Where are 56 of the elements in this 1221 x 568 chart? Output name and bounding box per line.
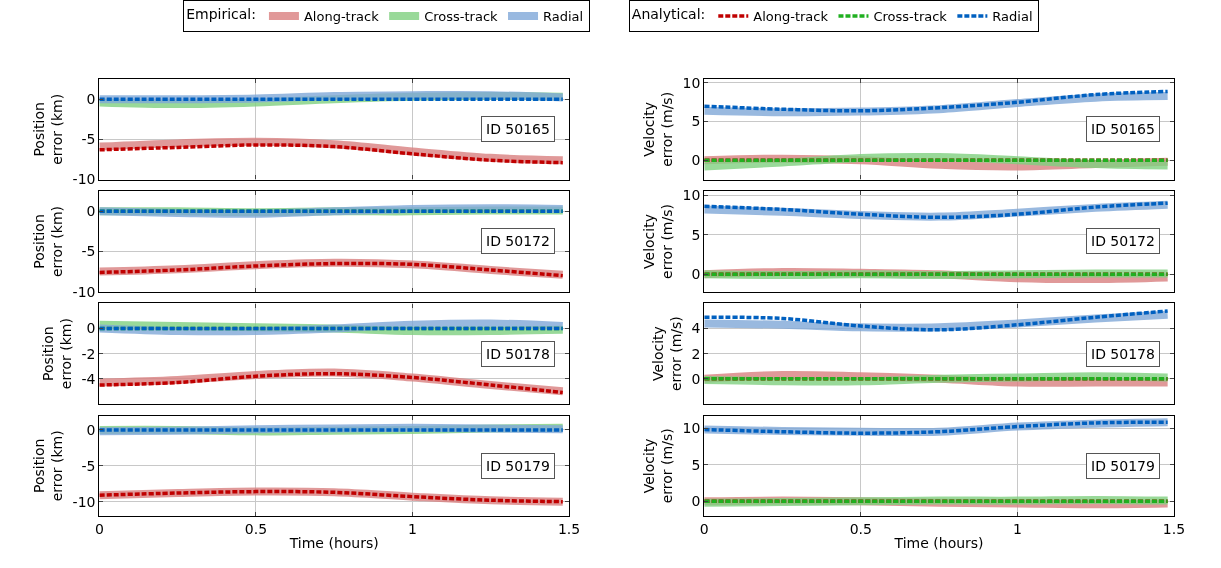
y-axis-title: Position error (km) <box>31 93 66 165</box>
x-tick-label: 1 <box>408 520 417 537</box>
legend-label: Radial <box>543 9 584 25</box>
legend-label: Along-track <box>753 9 829 25</box>
legend-title: Analytical: <box>631 6 706 23</box>
annotation: ID 50172 <box>1091 233 1155 249</box>
y-tick-label: 0 <box>86 203 96 220</box>
y-tick-label: 0 <box>86 320 96 337</box>
y-tick-label: 0 <box>86 421 96 438</box>
legend-label: Along-track <box>303 9 380 25</box>
y-tick-label: 5 <box>691 226 701 243</box>
y-tick-label: -5 <box>81 243 96 260</box>
x-tick-label: 1.5 <box>557 520 581 537</box>
y-tick-label: 4 <box>691 320 701 337</box>
legend-title: Empirical: <box>186 6 256 23</box>
y-tick-label: 2 <box>691 345 701 362</box>
y-tick-label: 0 <box>691 266 701 283</box>
x-axis-title: Time (hours) <box>893 535 984 552</box>
annotation: ID 50179 <box>486 458 550 474</box>
annotation: ID 50165 <box>486 121 550 137</box>
annotation: ID 50179 <box>1091 458 1155 474</box>
legend-label: Radial <box>992 9 1033 25</box>
y-tick-label: 0 <box>86 91 96 108</box>
y-tick-label: 10 <box>682 187 701 204</box>
y-tick-label: 10 <box>682 419 701 436</box>
annotation: ID 50165 <box>1091 121 1155 137</box>
x-tick-label: 0.5 <box>244 520 268 537</box>
annotation: ID 50172 <box>486 233 550 249</box>
y-axis-title: Position error (km) <box>31 205 66 277</box>
y-axis-title: Velocity error (m/s) <box>649 316 685 392</box>
y-tick-label: 0 <box>691 493 701 510</box>
y-tick-label: 10 <box>682 74 701 91</box>
legend-label: Cross-track <box>424 9 499 25</box>
y-axis-title: Velocity error (m/s) <box>640 91 676 167</box>
legend-label: Cross-track <box>873 9 948 25</box>
y-tick-label: 0 <box>691 370 701 387</box>
x-tick-label: 1.5 <box>1162 520 1186 537</box>
y-axis-title: Position error (km) <box>39 318 75 390</box>
y-tick-label: -10 <box>72 171 96 188</box>
y-tick-label: -10 <box>72 493 96 510</box>
y-axis-title: Velocity error (m/s) <box>640 204 676 279</box>
y-axis-title: Position error (km) <box>31 430 66 502</box>
annotation: ID 50178 <box>1091 346 1155 362</box>
y-tick-label: 5 <box>691 113 701 130</box>
x-tick-label: 1 <box>1012 520 1022 537</box>
y-axis-title: Velocity error (m/s) <box>640 428 676 504</box>
y-tick-label: -10 <box>72 283 96 300</box>
x-axis-title: Time (hours) <box>288 535 379 552</box>
y-tick-label: -5 <box>81 457 96 474</box>
y-tick-label: -5 <box>81 131 96 148</box>
y-tick-label: -2 <box>81 345 96 362</box>
y-tick-label: 0 <box>691 152 701 169</box>
x-tick-label: 0.5 <box>849 520 872 537</box>
y-tick-label: -4 <box>81 370 96 387</box>
y-tick-label: 5 <box>691 456 701 473</box>
annotation: ID 50178 <box>486 346 550 362</box>
